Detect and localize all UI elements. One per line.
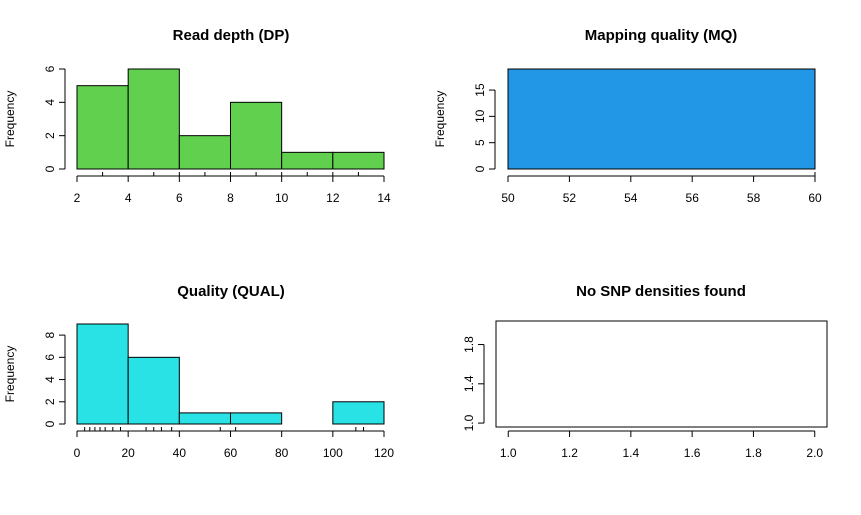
- x-tick-label: 56: [686, 191, 700, 205]
- x-tick-label: 6: [176, 191, 183, 205]
- y-tick-label: 8: [43, 331, 57, 338]
- y-axis-label: Frequency: [433, 91, 447, 148]
- y-tick-label: 6: [43, 65, 57, 72]
- y-tick-label: 1.8: [462, 336, 476, 353]
- x-tick-label: 58: [747, 191, 761, 205]
- y-axis-label: Frequency: [3, 91, 17, 148]
- x-tick-label: 80: [275, 446, 289, 460]
- panel-1: Read depth (DP) Frequency 2 4 6 8 10 12 14 0 2 4 6: [3, 27, 391, 205]
- panel-4: No SNP densities found 1.0 1.2 1.4 1.6 1.8 2.0…: [462, 283, 828, 460]
- y-tick-label: 10: [473, 109, 487, 123]
- y-tick-label: 0: [43, 420, 57, 427]
- histogram-bar: [178, 135, 231, 170]
- y-tick-label: 1.0: [462, 414, 476, 431]
- histogram-bar: [178, 412, 231, 425]
- x-tick-label: 1.6: [684, 446, 701, 460]
- x-tick-label: 1.0: [500, 446, 517, 460]
- plot-box: [495, 320, 828, 428]
- y-tick-label: 0: [473, 165, 487, 172]
- histogram-bar: [76, 323, 129, 425]
- y-axis-label: Frequency: [3, 346, 17, 403]
- x-tick-label: 40: [173, 446, 187, 460]
- histogram-bar: [127, 68, 180, 170]
- y-tick-label: 4: [43, 376, 57, 383]
- histogram-bar: [332, 401, 385, 425]
- x-tick-label: 12: [326, 191, 340, 205]
- x-tick-label: 2.0: [806, 446, 823, 460]
- histogram-bar: [230, 412, 283, 425]
- x-tick-label: 0: [74, 446, 81, 460]
- y-tick-label: 0: [43, 165, 57, 172]
- x-tick-label: 4: [125, 191, 132, 205]
- chart-title: Read depth (DP): [173, 27, 290, 44]
- x-tick-label: 54: [624, 191, 638, 205]
- histogram-bar: [76, 85, 129, 170]
- chart-title: No SNP densities found: [576, 283, 746, 300]
- histogram-bar: [230, 101, 283, 170]
- x-tick-label: 8: [227, 191, 234, 205]
- histogram-bar: [332, 151, 385, 170]
- x-tick-label: 2: [74, 191, 81, 205]
- chart-title: Mapping quality (MQ): [585, 27, 737, 44]
- x-tick-label: 1.4: [623, 446, 640, 460]
- x-tick-label: 120: [374, 446, 394, 460]
- y-tick-label: 15: [473, 83, 487, 97]
- x-tick-label: 1.2: [561, 446, 578, 460]
- x-tick-label: 14: [377, 191, 391, 205]
- panel-3: Quality (QUAL) Frequency 0 20 40 60 80 100 120 0 2…: [3, 283, 394, 460]
- y-tick-label: 4: [43, 99, 57, 106]
- y-tick-label: 5: [473, 139, 487, 146]
- y-tick-label: 2: [43, 132, 57, 139]
- y-tick-label: 6: [43, 354, 57, 361]
- x-tick-label: 52: [563, 191, 577, 205]
- chart-title: Quality (QUAL): [177, 283, 285, 300]
- x-tick-label: 50: [501, 191, 515, 205]
- x-tick-label: 60: [808, 191, 822, 205]
- y-tick-label: 2: [43, 398, 57, 405]
- histogram-bar: [507, 68, 816, 170]
- x-tick-label: 10: [275, 191, 289, 205]
- y-tick-label: 1.4: [462, 375, 476, 392]
- x-tick-label: 60: [224, 446, 238, 460]
- x-tick-label: 20: [121, 446, 135, 460]
- x-tick-label: 1.8: [745, 446, 762, 460]
- histogram-bar: [127, 356, 180, 425]
- histogram-bar: [281, 151, 334, 170]
- x-tick-label: 100: [323, 446, 343, 460]
